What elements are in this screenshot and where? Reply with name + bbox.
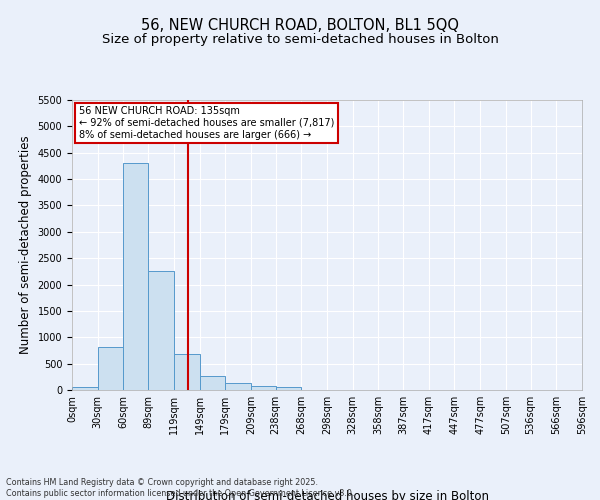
Bar (251, 386, 275, 390)
Text: Contains HM Land Registry data © Crown copyright and database right 2025.
Contai: Contains HM Land Registry data © Crown c… (6, 478, 355, 498)
Text: Size of property relative to semi-detached houses in Bolton: Size of property relative to semi-detach… (101, 32, 499, 46)
Bar (148, 272, 174, 390)
Text: 56, NEW CHURCH ROAD, BOLTON, BL1 5QQ: 56, NEW CHURCH ROAD, BOLTON, BL1 5QQ (141, 18, 459, 32)
Bar (98, 347, 124, 390)
X-axis label: Distribution of semi-detached houses by size in Bolton: Distribution of semi-detached houses by … (166, 490, 488, 500)
Bar (72, 388, 98, 390)
Bar (174, 354, 199, 390)
Bar (275, 388, 301, 390)
Text: 56 NEW CHURCH ROAD: 135sqm
← 92% of semi-detached houses are smaller (7,817)
8% : 56 NEW CHURCH ROAD: 135sqm ← 92% of semi… (79, 106, 334, 140)
Bar (199, 376, 225, 390)
Y-axis label: Number of semi-detached properties: Number of semi-detached properties (19, 136, 32, 354)
Bar (225, 383, 251, 390)
Bar (124, 164, 148, 390)
